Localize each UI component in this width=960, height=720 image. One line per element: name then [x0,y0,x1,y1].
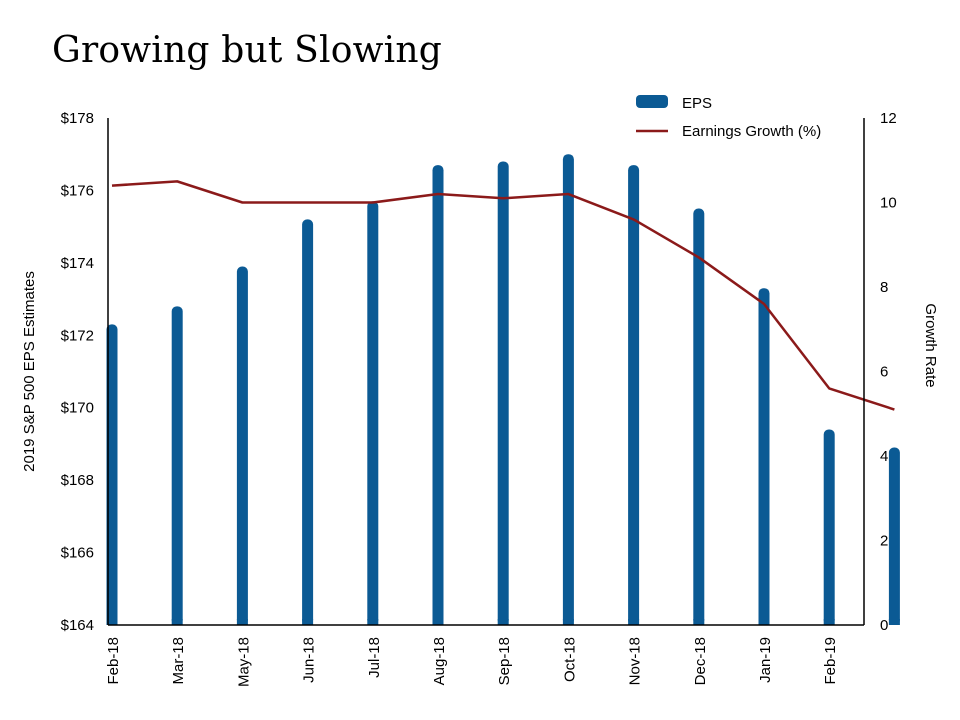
eps-bar [823,429,835,625]
legend: EPS Earnings Growth (%) [636,95,821,140]
y-tick-label: $174 [61,255,94,272]
y-tick-label: $168 [61,472,94,489]
legend-growth-label: Earnings Growth (%) [682,123,821,140]
x-tick-label: Feb-19 [822,637,839,685]
eps-bar [497,161,509,625]
x-tick-label: Dec-18 [692,637,709,685]
eps-bar [302,219,314,625]
y2-tick-label: 12 [880,110,897,127]
y2-tick-label: 4 [880,448,888,465]
eps-bar-base [302,619,314,625]
left-y-tick-labels: $164 $166 $168 $170 $172 $174 $176 $178 [61,110,94,634]
x-tick-label: Oct-18 [561,637,578,682]
eps-bar [628,165,640,626]
eps-bar-base [497,619,509,625]
growth-series-line [111,180,895,411]
eps-bar [367,201,379,626]
eps-bar [171,306,183,625]
y-tick-label: $166 [61,545,94,562]
eps-bar-base [432,619,444,625]
y2-tick-label: 0 [880,617,888,634]
y-tick-label: $172 [61,327,94,344]
eps-bar-base [106,619,118,625]
y2-tick-label: 2 [880,533,888,550]
eps-bar [758,288,770,625]
y-tick-label: $170 [61,400,94,417]
x-tick-label: Sep-18 [496,637,513,685]
y-tick-label: $164 [61,617,94,634]
eps-bar-base [236,619,248,625]
y2-tick-label: 6 [880,364,888,381]
x-tick-label: Nov-18 [627,637,644,685]
eps-bar [106,324,118,625]
y-tick-label: $178 [61,110,94,127]
eps-bar-base [367,619,379,625]
x-tick-label: Mar-18 [170,637,187,685]
eps-bar [236,266,248,625]
right-y-tick-labels: 0 2 4 6 8 10 12 [880,110,897,634]
chart-title: Growing but Slowing [52,30,442,71]
eps-bar [562,154,574,625]
eps-bar [432,165,444,626]
x-tick-label: May-18 [235,637,252,687]
eps-bar-base [628,619,640,625]
eps-bar-base [693,619,705,625]
eps-bar-base [888,619,900,625]
y2-tick-label: 8 [880,279,888,296]
right-axis-title: Growth Rate [922,303,939,387]
y-tick-label: $176 [61,182,94,199]
x-tick-label: Jun-18 [301,637,318,683]
left-axis-title: 2019 S&P 500 EPS Estimates [21,271,38,472]
eps-bar-base [171,619,183,625]
x-tick-label: Jan-19 [757,637,774,683]
eps-bar-base [758,619,770,625]
eps-bar-base [562,619,574,625]
y2-tick-label: 10 [880,195,897,212]
growth-line [111,180,895,411]
x-tick-labels: Feb-18 Mar-18 May-18 Jun-18 Jul-18 Aug-18 Sep-… [105,637,839,687]
x-tick-label: Jul-18 [366,637,383,678]
legend-eps-swatch [636,95,668,108]
eps-bar-base [823,619,835,625]
eps-bar [693,208,705,626]
legend-eps-label: EPS [682,95,712,112]
eps-bars [106,154,900,626]
x-tick-label: Feb-18 [105,637,122,685]
x-tick-label: Aug-18 [431,637,448,685]
eps-bar [888,447,900,625]
